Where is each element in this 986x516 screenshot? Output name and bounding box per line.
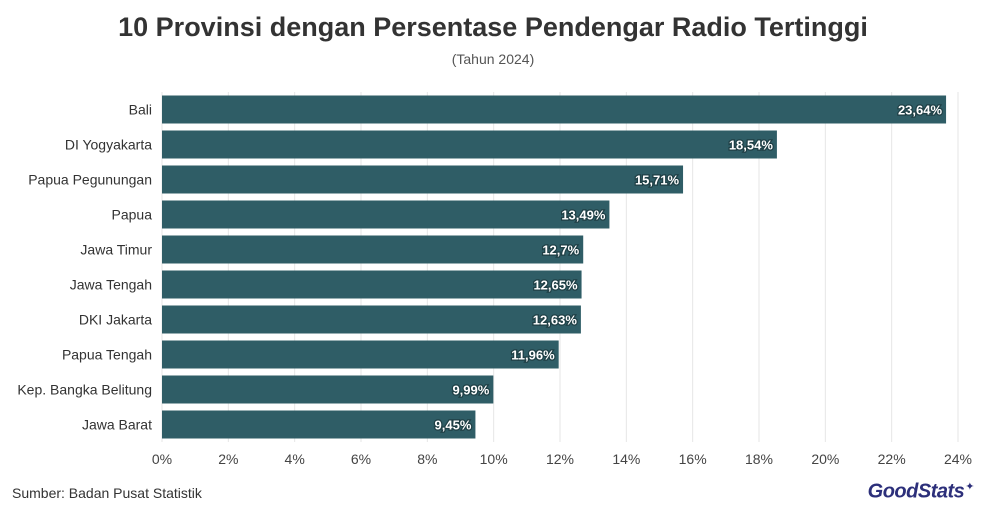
bar bbox=[162, 340, 559, 369]
category-label: Jawa Timur bbox=[80, 242, 152, 258]
source-note: Sumber: Badan Pusat Statistik bbox=[12, 485, 202, 501]
data-label: 9,99% bbox=[452, 383, 489, 398]
data-label: 12,63% bbox=[533, 313, 578, 328]
x-tick-label: 4% bbox=[285, 451, 305, 467]
data-label: 12,65% bbox=[533, 278, 578, 293]
x-tick-label: 6% bbox=[351, 451, 371, 467]
data-label: 18,54% bbox=[729, 138, 774, 153]
data-label: 11,96% bbox=[511, 348, 555, 363]
data-label: 15,71% bbox=[635, 173, 680, 188]
bar bbox=[162, 95, 947, 124]
x-tick-label: 24% bbox=[944, 451, 972, 467]
data-label: 12,7% bbox=[542, 243, 579, 258]
bar bbox=[162, 130, 777, 159]
x-tick-label: 20% bbox=[811, 451, 839, 467]
x-tick-label: 14% bbox=[612, 451, 640, 467]
bar bbox=[162, 305, 581, 334]
category-label: Papua bbox=[112, 207, 153, 223]
x-tick-label: 16% bbox=[679, 451, 707, 467]
category-label: Papua Pegunungan bbox=[28, 172, 152, 188]
category-label: DKI Jakarta bbox=[79, 312, 152, 328]
data-label: 9,45% bbox=[435, 418, 472, 433]
brand-logo: GoodStats✦ bbox=[867, 480, 975, 504]
chart-subtitle: (Tahun 2024) bbox=[451, 51, 535, 67]
x-tick-label: 10% bbox=[480, 451, 508, 467]
data-label: 23,64% bbox=[898, 103, 943, 118]
bar bbox=[162, 165, 684, 194]
category-label: DI Yogyakarta bbox=[65, 137, 152, 153]
bar bbox=[162, 270, 582, 299]
bar bbox=[162, 235, 584, 264]
category-label: Bali bbox=[129, 102, 152, 118]
category-label: Kep. Bangka Belitung bbox=[17, 382, 152, 398]
chart-title: 10 Provinsi dengan Persentase Pendengar … bbox=[118, 12, 868, 42]
x-tick-label: 0% bbox=[152, 451, 172, 467]
x-tick-label: 2% bbox=[218, 451, 238, 467]
bar bbox=[162, 410, 476, 439]
category-label: Jawa Tengah bbox=[70, 277, 152, 293]
sparkle-icon: ✦ bbox=[965, 481, 974, 493]
category-label: Jawa Barat bbox=[82, 417, 152, 433]
category-label: Papua Tengah bbox=[62, 347, 152, 363]
data-label: 13,49% bbox=[561, 208, 606, 223]
x-tick-label: 18% bbox=[745, 451, 773, 467]
brand-text: GoodStats bbox=[867, 480, 965, 503]
bar bbox=[162, 375, 494, 404]
x-tick-label: 12% bbox=[546, 451, 574, 467]
x-tick-label: 22% bbox=[878, 451, 906, 467]
x-tick-label: 8% bbox=[417, 451, 437, 467]
bar bbox=[162, 200, 610, 229]
